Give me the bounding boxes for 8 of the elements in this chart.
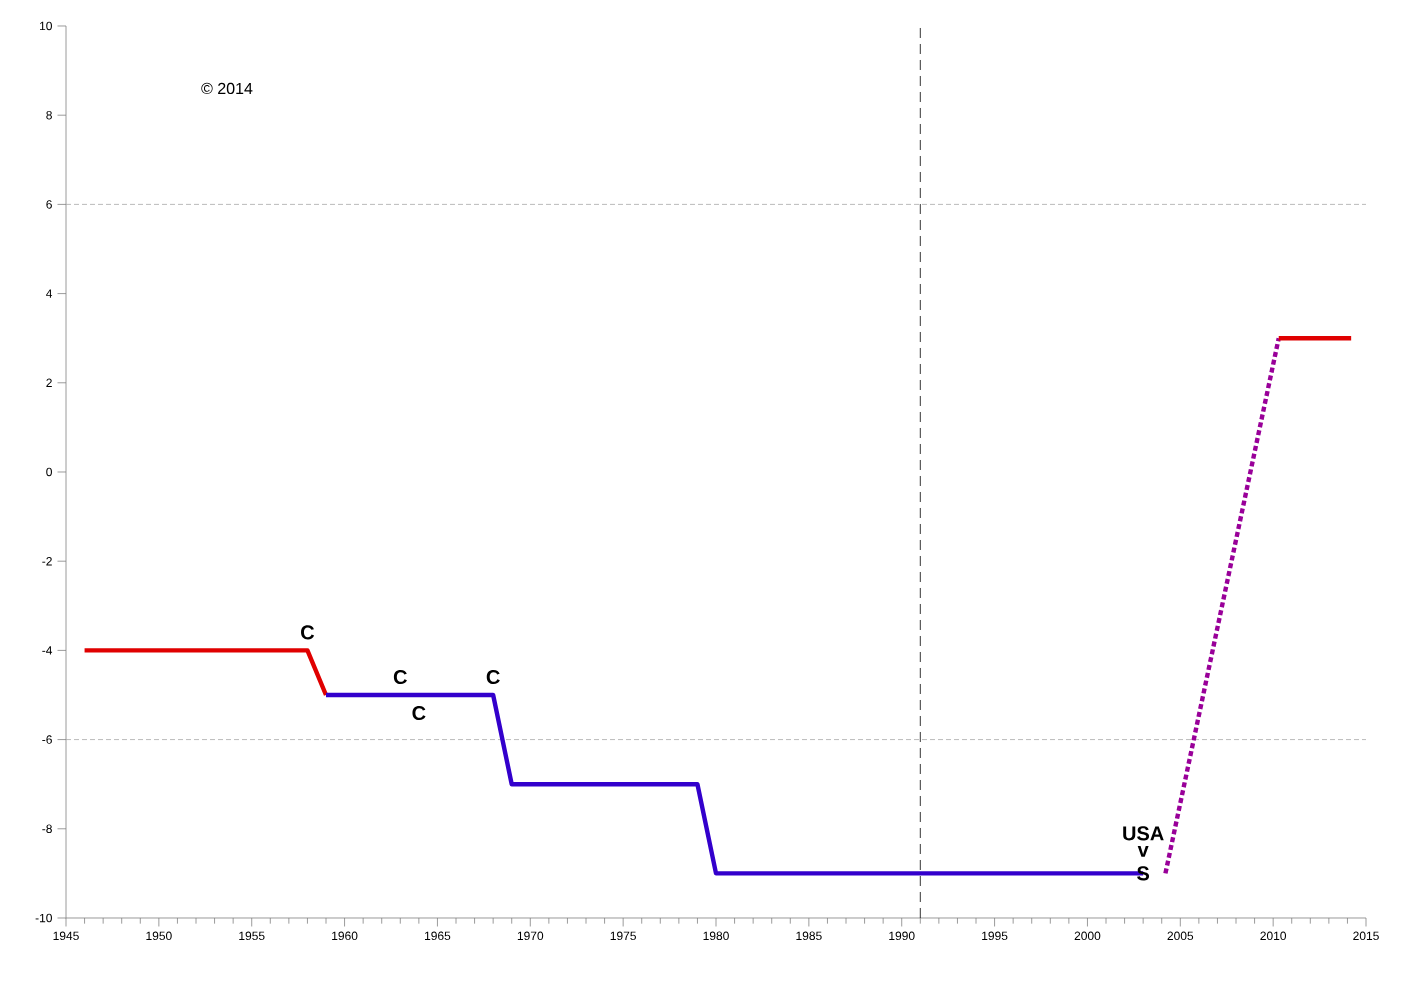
annotation: © 2014: [201, 82, 253, 95]
annotation: v: [1137, 846, 1149, 857]
annotation: S: [1137, 866, 1150, 881]
annotation: USA: [1123, 826, 1164, 841]
annotation: C: [412, 705, 426, 721]
annotation: C: [393, 669, 407, 685]
annotation: C: [301, 625, 315, 640]
annotation: C: [486, 669, 500, 685]
